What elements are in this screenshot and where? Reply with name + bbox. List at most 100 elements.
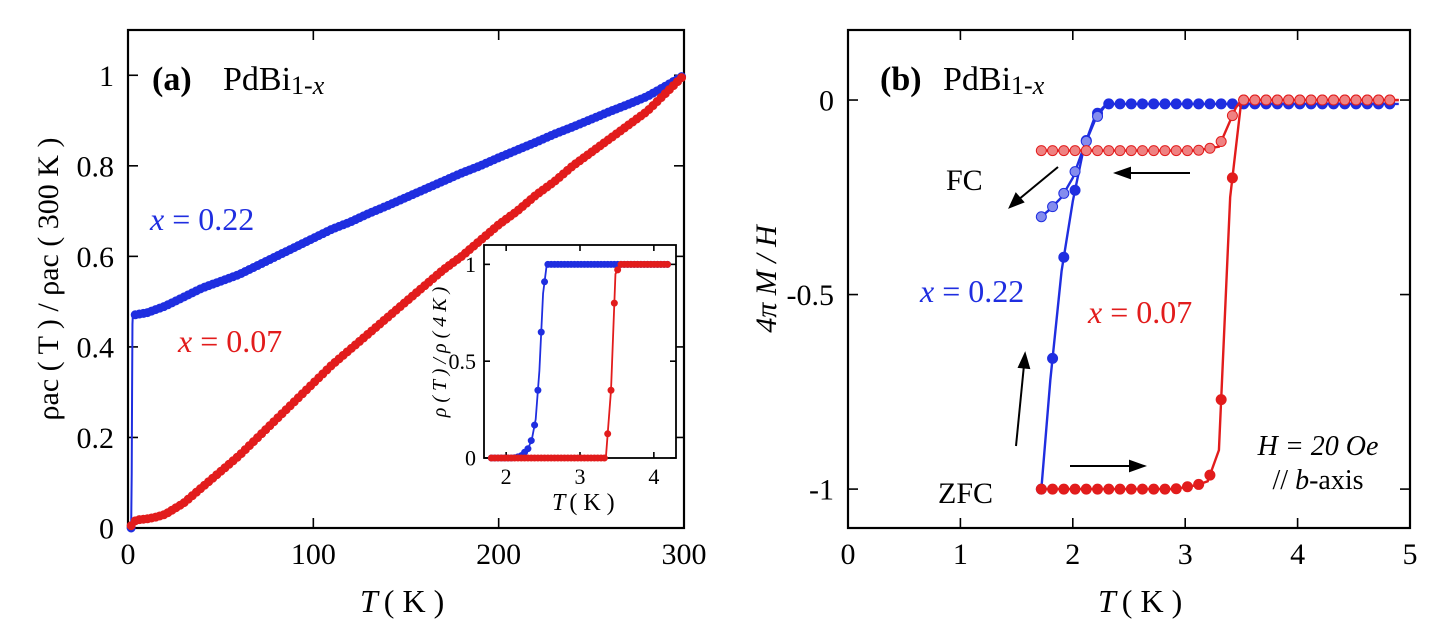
panel-a-legend-x022-var: x xyxy=(149,201,164,237)
panel-b-point-0-11 xyxy=(1159,98,1171,110)
panel-b-xtick-label-3: 3 xyxy=(1178,538,1193,571)
panel-b-xlabel-unit: ( K ) xyxy=(1122,583,1182,619)
inset-point-0-14 xyxy=(534,386,542,394)
inset-ylabel: ρ ( T ) / ρ ( 4 K ) xyxy=(429,286,451,418)
zfc-label: ZFC xyxy=(938,477,993,510)
panel-a-label: (a) xyxy=(152,61,192,98)
panel-b-point-1-1 xyxy=(1047,201,1059,213)
panel-b-point-3-19 xyxy=(1249,94,1261,106)
panel-a-legend-x022: x = 0.22 xyxy=(149,201,254,237)
panel-b-ytick-label-2: 0 xyxy=(819,85,834,118)
panel-b-point-3-27 xyxy=(1339,94,1351,106)
panel-b-point-3-22 xyxy=(1283,94,1295,106)
panel-b-point-3-17 xyxy=(1226,110,1238,122)
panel-b-point-2-16 xyxy=(1215,394,1227,406)
inset-ytick-label-1: 0.5 xyxy=(449,349,477,374)
panel-a-xlabel: T( K ) xyxy=(360,583,444,619)
panel-a-xlabel-unit: ( K ) xyxy=(384,583,444,619)
panel-b-label-x022-var: x xyxy=(919,273,934,309)
panel-b-point-2-14 xyxy=(1193,478,1205,490)
panel-b-point-3-8 xyxy=(1125,145,1137,157)
inset-xlabel: T( K ) xyxy=(552,490,615,516)
arrow-fc-down-head xyxy=(1008,192,1025,209)
panel-b-ytick-label-1: -0.5 xyxy=(787,279,835,312)
panel-a-ytick-label-2: 0.4 xyxy=(77,331,115,364)
panel-b-xlabel-var: T xyxy=(1098,583,1118,619)
panel-b-point-2-17 xyxy=(1226,172,1238,184)
panel-b-point-0-9 xyxy=(1136,98,1148,110)
panel-b-point-3-7 xyxy=(1114,145,1126,157)
panel-b-point-3-26 xyxy=(1328,94,1340,106)
inset-point-0-12 xyxy=(527,437,535,445)
field-line2-c: -axis xyxy=(1309,465,1363,496)
panel-b-point-2-6 xyxy=(1103,483,1115,495)
panel-b-point-2-0 xyxy=(1035,483,1047,495)
panel-b-xlabel: T( K ) xyxy=(1098,583,1182,619)
panel-b-point-2-2 xyxy=(1058,483,1070,495)
panel-b-title-sub: 1- xyxy=(1011,71,1033,100)
panel-b-point-2-3 xyxy=(1069,483,1081,495)
fc-label: FC xyxy=(946,164,983,197)
panel-b-point-3-14 xyxy=(1193,144,1205,156)
panel-b-ylabel: 4π M / H xyxy=(750,223,783,333)
panel-a-legend-x007: x = 0.07 xyxy=(177,323,282,359)
panel-b-point-2-8 xyxy=(1125,483,1137,495)
inset-xlabel-unit: ( K ) xyxy=(569,490,614,516)
panel-a-ytick-label-3: 0.6 xyxy=(77,241,115,274)
panel-b-point-3-15 xyxy=(1204,142,1216,154)
panel-b-point-3-25 xyxy=(1316,94,1328,106)
panel-b-point-1-0 xyxy=(1035,211,1047,223)
panel-a-xlabel-var: T xyxy=(360,583,380,619)
field-line2-a: // xyxy=(1273,465,1296,496)
inset-xtick-label-0: 2 xyxy=(501,464,512,489)
arrow-fc-cooling-head xyxy=(1113,166,1131,180)
panel-b-label-x022-rest: = 0.22 xyxy=(934,273,1024,309)
panel-a-title-var: x xyxy=(312,71,325,100)
panel-a-xtick-label-0: 0 xyxy=(121,538,136,571)
inset-ytick-label-0: 0 xyxy=(465,446,476,471)
panel-a-ytick-label-0: 0 xyxy=(99,513,114,546)
inset-point-1-36 xyxy=(607,386,615,394)
panel-a-legend-x007-var: x xyxy=(177,323,192,359)
inset-point-0-11 xyxy=(524,445,532,453)
panel-b-label-x007-rest: = 0.07 xyxy=(1102,294,1192,330)
panel-b: 0 1 2 3 4 5-1-0.50 (b) PdBi1-x T( K ) 4π M / … xyxy=(750,28,1418,619)
panel-a-legend-x022-rest: = 0.22 xyxy=(164,201,254,237)
panel-a-ylabel: ρac ( T ) / ρac ( 300 K ) xyxy=(32,138,65,421)
panel-b-title-var: x xyxy=(1032,71,1045,100)
panel-b-point-3-9 xyxy=(1136,145,1148,157)
panel-b-label: (b) xyxy=(880,61,922,98)
panel-b-point-3-18 xyxy=(1238,94,1250,106)
panel-b-point-3-0 xyxy=(1035,145,1047,157)
panel-b-point-2-1 xyxy=(1047,483,1059,495)
panel-b-point-0-1 xyxy=(1047,352,1059,364)
panel-b-arrows xyxy=(1008,166,1190,473)
panel-a-frame xyxy=(126,28,686,530)
panel-b-point-2-7 xyxy=(1114,483,1126,495)
panel-b-point-3-20 xyxy=(1260,94,1272,106)
panel-b-point-1-5 xyxy=(1092,110,1104,122)
panel-b-point-3-5 xyxy=(1092,145,1104,157)
inset-point-0-16 xyxy=(541,278,549,286)
panel-a-ytick-label-5: 1 xyxy=(99,60,114,93)
panel-b-xtick-label-1: 1 xyxy=(953,538,968,571)
panel-b-point-3-11 xyxy=(1159,145,1171,157)
panel-a-xtick-label-2: 200 xyxy=(476,538,521,571)
panel-a-point-1-135 xyxy=(677,73,687,83)
panel-a-inset: 2 3 4 0 0.5 1 T( K ) ρ ( T ) / ρ ( 4 K ) xyxy=(429,244,677,516)
panel-b-point-3-1 xyxy=(1047,145,1059,157)
inset-series xyxy=(487,260,672,462)
field-annotation-line1: H = 20 Oe xyxy=(1257,431,1379,462)
panel-a-title-sub: 1- xyxy=(291,71,313,100)
panel-b-point-2-13 xyxy=(1181,481,1193,493)
inset-frame xyxy=(483,244,677,459)
inset-xtick-label-2: 4 xyxy=(648,464,659,489)
inset-point-1-34 xyxy=(600,454,608,462)
panel-b-ticks: 0 1 2 3 4 5 -1 -0.5 0 xyxy=(787,30,1418,571)
panel-a-title-main: PdBi xyxy=(223,61,291,98)
panel-b-point-2-12 xyxy=(1170,483,1182,495)
panel-b-ytick-label-0: -1 xyxy=(809,474,834,507)
panel-b-point-0-10 xyxy=(1148,98,1160,110)
panel-b-point-3-23 xyxy=(1294,94,1306,106)
arrow-zfc-up-head xyxy=(1017,351,1031,370)
